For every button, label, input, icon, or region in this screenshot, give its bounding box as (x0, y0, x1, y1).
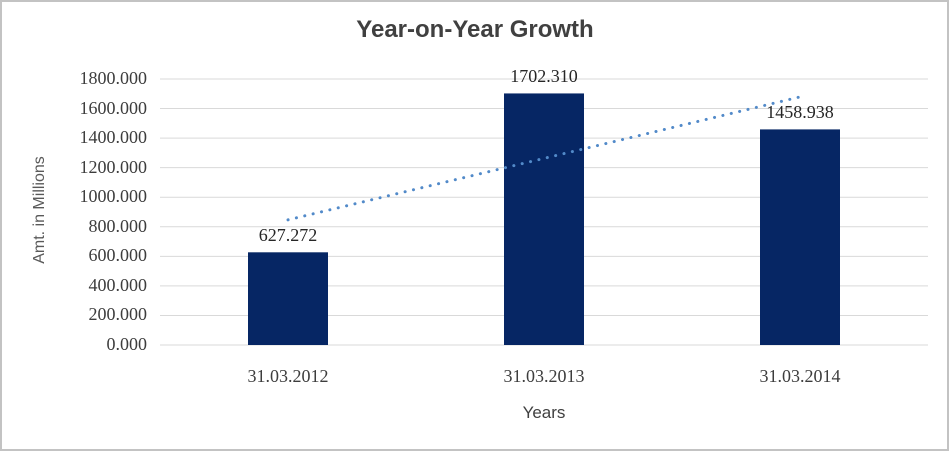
chart-title: Year-on-Year Growth (356, 16, 594, 43)
y-tick-label: 200.000 (88, 304, 148, 325)
y-tick-label: 1400.000 (79, 127, 148, 148)
data-label: 1458.938 (766, 102, 834, 123)
bar-31.03.2012 (248, 252, 328, 345)
y-tick-label: 0.000 (106, 334, 148, 354)
y-tick-label: 600.000 (88, 245, 148, 266)
x-tick-label: 31.03.2014 (759, 366, 841, 386)
data-label: 627.272 (258, 225, 318, 246)
data-label: 1702.310 (510, 66, 578, 87)
y-tick-label: 1000.000 (79, 186, 148, 207)
y-tick-label: 400.000 (88, 274, 148, 295)
y-tick-label: 1600.000 (79, 97, 148, 118)
y-tick-label: 1200.000 (79, 156, 148, 177)
bar-31.03.2013 (504, 93, 584, 346)
y-tick-label: 1800.000 (79, 68, 148, 88)
x-tick-label: 31.03.2013 (503, 366, 585, 386)
bar-31.03.2014 (760, 129, 840, 345)
trendline (286, 95, 802, 222)
y-tick-label: 800.000 (88, 215, 148, 236)
x-axis-title: Years (522, 403, 566, 422)
x-tick-label: 31.03.2012 (247, 366, 329, 386)
y-axis-title: Amt. in Millions (31, 156, 48, 264)
